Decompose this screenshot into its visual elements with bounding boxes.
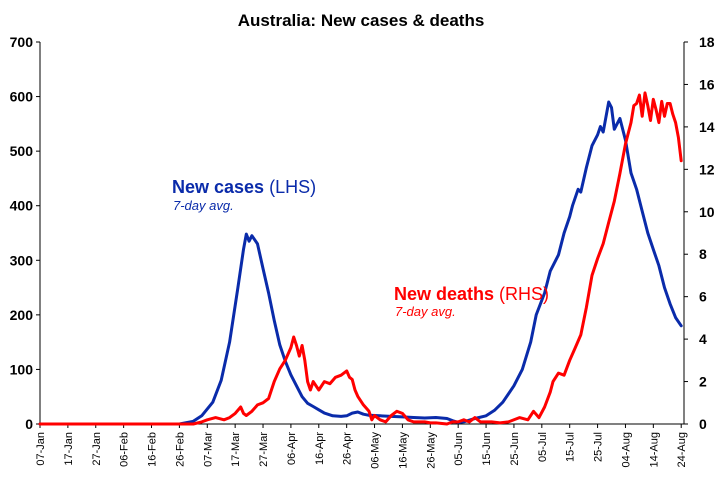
cases-annotation-bold: New cases [172,177,264,197]
x-tick-label: 07-Jan [35,432,47,466]
x-tick-label: 26-Apr [342,432,354,465]
cases-line [38,100,683,426]
x-tick-label: 16-Feb [147,432,159,467]
y-right-tick-label: 2 [699,374,707,390]
y-right-tick-label: 8 [699,246,707,262]
y-right-tick-label: 4 [699,331,707,347]
x-tick-label: 15-Jun [481,432,493,466]
y-left-tick-label: 500 [10,143,34,159]
cases-annotation: New cases (LHS) [172,177,316,197]
y-left-tick-label: 600 [10,89,34,105]
y-left-tick-label: 400 [10,198,34,214]
deaths-line [38,91,683,426]
y-left-tick-label: 300 [10,252,34,268]
x-tick-label: 15-Jul [565,432,577,462]
x-tick-label: 04-Aug [620,432,632,467]
y-left-tick-label: 100 [10,361,34,377]
x-tick-label: 16-May [397,432,409,469]
x-tick-label: 14-Aug [648,432,660,467]
x-tick-label: 24-Aug [676,432,688,467]
x-tick-label: 17-Jan [63,432,75,466]
deaths-annotation: New deaths (RHS) [394,284,549,304]
x-tick-label: 26-Feb [174,432,186,467]
x-tick-label: 26-May [425,432,437,469]
x-tick-label: 27-Mar [258,432,270,467]
x-tick-label: 06-Apr [286,432,298,465]
y-right-tick-label: 18 [699,34,715,50]
y-right-ticks: 0 2 4 6 8 10 12 14 16 18 [684,34,715,432]
y-left-ticks: 0 100 200 300 400 500 600 700 [10,34,40,432]
x-tick-label: 16-Apr [314,432,326,465]
deaths-annotation-bold: New deaths [394,284,494,304]
x-ticks: 07-Jan 17-Jan 27-Jan 06-Feb 16-Feb 26-Feb 07-M… [35,424,688,469]
y-left-tick-label: 200 [10,307,34,323]
x-tick-label: 17-Mar [230,432,242,467]
chart-title: Australia: New cases & deaths [238,11,485,30]
deaths-annotation-axis: (RHS) [494,284,549,304]
x-tick-label: 05-Jun [453,432,465,466]
y-right-tick-label: 16 [699,76,715,92]
x-tick-label: 27-Jan [91,432,103,466]
x-tick-label: 06-Feb [119,432,131,467]
x-tick-label: 05-Jul [537,432,549,462]
x-tick-label: 07-Mar [202,432,214,467]
y-right-tick-label: 14 [699,119,715,135]
cases-annotation-axis: (LHS) [264,177,316,197]
y-right-tick-label: 10 [699,204,715,220]
x-tick-label: 06-May [370,432,382,469]
series-lines [38,91,683,426]
deaths-annotation-sub: 7-day avg. [395,304,456,319]
y-right-tick-label: 12 [699,161,715,177]
x-tick-label: 25-Jul [593,432,605,462]
y-right-tick-label: 6 [699,289,707,305]
y-left-tick-label: 0 [25,416,33,432]
cases-annotation-sub: 7-day avg. [173,198,234,213]
y-left-tick-label: 700 [10,34,34,50]
x-tick-label: 25-Jun [509,432,521,466]
y-right-tick-label: 0 [699,416,707,432]
